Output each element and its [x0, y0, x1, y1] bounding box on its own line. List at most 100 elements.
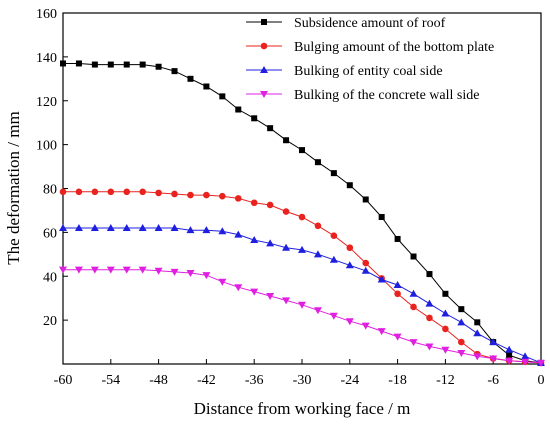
series-2-point — [362, 259, 370, 267]
series-3-point — [345, 261, 354, 269]
series-1-point — [235, 106, 242, 113]
y-tick-label: 60 — [43, 226, 57, 241]
series-1-point — [426, 271, 433, 278]
legend-label: Subsidence amount of roof — [294, 16, 446, 31]
series-4-point — [122, 266, 131, 274]
series-4-point — [218, 278, 227, 286]
y-tick-label: 120 — [36, 95, 57, 110]
series-1-point — [60, 60, 66, 67]
series-1-point — [283, 137, 290, 144]
series-4-point — [266, 292, 275, 300]
x-tick-label: -24 — [340, 373, 359, 388]
series-4-point — [329, 312, 338, 320]
series-4-point — [473, 353, 482, 361]
series-3-point — [59, 223, 67, 231]
series-2-point — [266, 201, 274, 209]
y-tick-label: 20 — [43, 314, 57, 329]
legend-item-3: Bulking of entity coal side — [246, 64, 443, 79]
series-2-point — [203, 191, 210, 199]
x-axis: -60 -54 -48 -42 -36 -30 -24 -18 -12 -6 0 — [54, 359, 545, 388]
series-2-point — [458, 338, 465, 346]
series-2 — [59, 188, 545, 367]
series-1-point — [362, 196, 369, 203]
series-1-point — [171, 68, 178, 75]
legend-marker — [261, 19, 267, 25]
series-2-point — [155, 189, 162, 197]
series-3-point — [170, 223, 179, 231]
series-4-point — [74, 266, 83, 274]
series-4-point — [425, 343, 434, 351]
series-3-point — [250, 236, 259, 244]
series-3-point — [218, 227, 227, 235]
series-3-point — [425, 299, 434, 307]
series-1-point — [474, 319, 481, 326]
series-2-point — [123, 188, 131, 196]
series-4-point — [202, 272, 211, 280]
series-1-point — [107, 61, 114, 68]
series-2-point — [59, 188, 67, 196]
legend-marker — [260, 66, 268, 73]
series-1-point — [314, 159, 321, 166]
legend-item-2: Bulging amount of the bottom plate — [246, 40, 494, 55]
series-3-point — [489, 338, 498, 346]
series-2-point — [75, 188, 83, 196]
series-4-point — [138, 266, 147, 274]
y-tick-label: 40 — [43, 270, 57, 285]
y-tick-label: 80 — [43, 183, 57, 198]
legend-label: Bulging amount of the bottom plate — [294, 40, 494, 55]
series-3 — [59, 223, 545, 366]
series-2-point — [330, 232, 338, 239]
series-2-point — [219, 192, 226, 200]
series-3-point — [505, 345, 514, 353]
series-1-point — [299, 147, 305, 154]
series-3-point — [313, 250, 322, 258]
series-4-point — [521, 358, 530, 366]
series-3-point — [106, 223, 115, 231]
x-tick-label: -42 — [197, 373, 216, 388]
series-3-point — [186, 226, 195, 234]
series-3-point — [234, 230, 243, 238]
series-4-point — [106, 266, 115, 274]
series-3-point — [377, 275, 386, 283]
x-tick-label: -30 — [293, 373, 312, 388]
x-axis-title: Distance from working face / m — [194, 399, 411, 418]
series-1-point — [506, 352, 513, 359]
series-2-point — [394, 290, 401, 298]
series-4-point — [154, 267, 163, 275]
series-4-point — [250, 288, 259, 296]
x-tick-label: -48 — [149, 373, 168, 388]
series-2-point — [107, 188, 115, 196]
x-tick-label: 0 — [538, 373, 545, 388]
series-1-point — [346, 182, 353, 189]
series-2-point — [314, 222, 322, 230]
series-1-point — [378, 214, 385, 221]
series-3-point — [282, 243, 291, 251]
series-1-point — [251, 115, 258, 122]
y-axis: 20 40 60 80 100 120 140 160 — [36, 7, 68, 329]
series-4-point — [457, 350, 466, 358]
series-3-point — [441, 309, 450, 317]
series-1-point — [267, 125, 274, 132]
series-4-point — [59, 266, 67, 274]
legend: Subsidence amount of roof Bulging amount … — [246, 16, 494, 103]
series-4-point — [441, 346, 450, 354]
series-4-point — [282, 297, 291, 305]
series-1-point — [458, 306, 465, 313]
series-1-point — [410, 253, 417, 260]
legend-item-1: Subsidence amount of roof — [246, 16, 446, 31]
y-axis-title: The deformation / mm — [4, 111, 23, 264]
series-4-point — [90, 266, 99, 274]
legend-marker — [260, 91, 268, 98]
series-2-point — [298, 213, 306, 221]
x-tick-label: -36 — [245, 373, 264, 388]
series-4-point — [361, 322, 370, 330]
series-1-point — [394, 235, 401, 242]
series-1-point — [187, 75, 194, 82]
legend-label: Bulking of entity coal side — [294, 64, 443, 79]
series-4 — [59, 266, 545, 367]
series-3-point — [409, 289, 418, 297]
x-tick-label: -54 — [101, 373, 120, 388]
series-4-point — [313, 307, 322, 315]
series-1-point — [155, 63, 162, 70]
series-1-point — [203, 83, 210, 90]
